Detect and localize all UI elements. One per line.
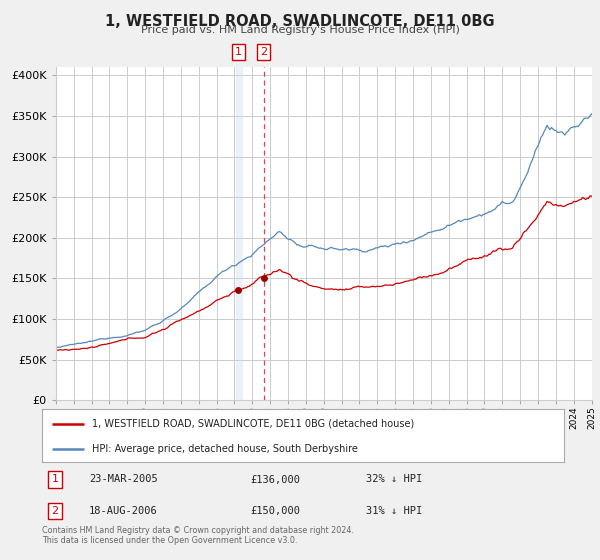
- Text: 1: 1: [52, 474, 59, 484]
- Text: Price paid vs. HM Land Registry's House Price Index (HPI): Price paid vs. HM Land Registry's House …: [140, 25, 460, 35]
- Text: 1, WESTFIELD ROAD, SWADLINCOTE, DE11 0BG (detached house): 1, WESTFIELD ROAD, SWADLINCOTE, DE11 0BG…: [92, 419, 414, 429]
- Text: 32% ↓ HPI: 32% ↓ HPI: [365, 474, 422, 484]
- Text: 1: 1: [235, 47, 242, 57]
- Text: 23-MAR-2005: 23-MAR-2005: [89, 474, 158, 484]
- Text: £136,000: £136,000: [251, 474, 301, 484]
- Text: This data is licensed under the Open Government Licence v3.0.: This data is licensed under the Open Gov…: [42, 536, 298, 545]
- Text: 18-AUG-2006: 18-AUG-2006: [89, 506, 158, 516]
- Text: 2: 2: [52, 506, 59, 516]
- Text: Contains HM Land Registry data © Crown copyright and database right 2024.: Contains HM Land Registry data © Crown c…: [42, 526, 354, 535]
- Text: 31% ↓ HPI: 31% ↓ HPI: [365, 506, 422, 516]
- Text: 2: 2: [260, 47, 267, 57]
- Text: HPI: Average price, detached house, South Derbyshire: HPI: Average price, detached house, Sout…: [92, 444, 358, 454]
- Text: £150,000: £150,000: [251, 506, 301, 516]
- Text: 1, WESTFIELD ROAD, SWADLINCOTE, DE11 0BG: 1, WESTFIELD ROAD, SWADLINCOTE, DE11 0BG: [105, 14, 495, 29]
- Bar: [236, 67, 243, 400]
